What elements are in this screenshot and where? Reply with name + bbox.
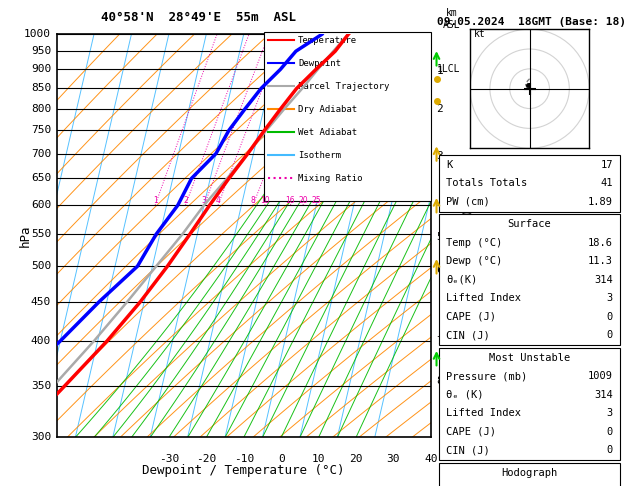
Text: 40: 40 (424, 454, 438, 464)
Text: Dewpoint: Dewpoint (298, 59, 341, 68)
Text: CIN (J): CIN (J) (447, 445, 490, 455)
Text: Dry Adiabat: Dry Adiabat (298, 104, 357, 114)
Text: 0: 0 (607, 330, 613, 340)
Text: 450: 450 (31, 296, 51, 307)
Text: θₑ(K): θₑ(K) (447, 275, 477, 285)
Text: Lifted Index: Lifted Index (447, 293, 521, 303)
Text: 350: 350 (31, 381, 51, 391)
Text: Dewpoint / Temperature (°C): Dewpoint / Temperature (°C) (143, 464, 345, 477)
Text: 10: 10 (312, 454, 325, 464)
Text: CIN (J): CIN (J) (447, 330, 490, 340)
Text: Dry Adiabat: Dry Adiabat (298, 104, 357, 114)
Bar (439, 155, 620, 212)
Text: Parcel Trajectory: Parcel Trajectory (298, 82, 389, 90)
Text: km
ASL: km ASL (443, 8, 460, 30)
Text: Hodograph: Hodograph (501, 468, 558, 478)
Text: 20: 20 (298, 196, 308, 205)
Text: 3: 3 (202, 196, 207, 205)
Text: K: K (447, 160, 452, 170)
Text: 600: 600 (31, 200, 51, 210)
Text: 650: 650 (31, 174, 51, 183)
Text: 16: 16 (286, 196, 295, 205)
Bar (439, 347, 620, 460)
Text: Mixing Ratio (g/kg): Mixing Ratio (g/kg) (464, 180, 473, 292)
Text: 30: 30 (387, 454, 400, 464)
Text: 0: 0 (607, 427, 613, 436)
Text: 900: 900 (31, 64, 51, 74)
Text: 500: 500 (31, 261, 51, 271)
Text: 314: 314 (594, 390, 613, 399)
Text: 09.05.2024  18GMT (Base: 18): 09.05.2024 18GMT (Base: 18) (437, 17, 626, 27)
Text: 1: 1 (153, 196, 157, 205)
Text: 3: 3 (437, 151, 443, 161)
Text: Wet Adiabat: Wet Adiabat (298, 127, 357, 137)
Text: CAPE (J): CAPE (J) (447, 312, 496, 322)
Text: 700: 700 (31, 149, 51, 158)
Text: 18.6: 18.6 (588, 238, 613, 248)
Text: 300: 300 (31, 433, 51, 442)
Text: Dewpoint: Dewpoint (298, 59, 341, 68)
Text: CAPE (J): CAPE (J) (447, 427, 496, 436)
Text: 0: 0 (607, 445, 613, 455)
Bar (439, 214, 620, 345)
Text: 1000: 1000 (24, 29, 51, 39)
Text: 20: 20 (349, 454, 363, 464)
Text: 2: 2 (437, 104, 443, 114)
Text: 950: 950 (31, 46, 51, 56)
Text: 800: 800 (31, 104, 51, 114)
FancyBboxPatch shape (264, 32, 431, 201)
Text: Wet Adiabat: Wet Adiabat (298, 127, 357, 137)
Text: 5: 5 (437, 232, 443, 243)
Text: Isotherm: Isotherm (298, 151, 341, 159)
Text: θₑ (K): θₑ (K) (447, 390, 484, 399)
Text: 25: 25 (311, 196, 321, 205)
Text: kt: kt (474, 29, 486, 39)
Text: 1009: 1009 (588, 371, 613, 381)
Text: 1.89: 1.89 (588, 197, 613, 207)
Text: Lifted Index: Lifted Index (447, 408, 521, 418)
Text: Temperature: Temperature (298, 35, 357, 45)
Text: 3: 3 (607, 408, 613, 418)
Text: 1: 1 (437, 66, 443, 76)
Text: 17: 17 (601, 160, 613, 170)
Text: Mixing Ratio: Mixing Ratio (298, 174, 362, 183)
Text: Temp (°C): Temp (°C) (447, 238, 503, 248)
Text: 850: 850 (31, 84, 51, 93)
Text: Most Unstable: Most Unstable (489, 353, 571, 363)
Text: Surface: Surface (508, 219, 552, 229)
Text: 6: 6 (437, 264, 443, 275)
Text: 4: 4 (216, 196, 221, 205)
Text: Dewp (°C): Dewp (°C) (447, 256, 503, 266)
Text: 8: 8 (437, 376, 443, 386)
Text: hPa: hPa (18, 225, 31, 247)
Text: Temperature: Temperature (298, 35, 357, 45)
Text: 10: 10 (260, 196, 270, 205)
Text: 3: 3 (607, 293, 613, 303)
Text: -10: -10 (233, 454, 254, 464)
Text: 750: 750 (31, 125, 51, 136)
Text: Mixing Ratio: Mixing Ratio (298, 174, 362, 183)
Text: 550: 550 (31, 229, 51, 239)
Text: Totals Totals: Totals Totals (447, 178, 528, 189)
Text: 11.3: 11.3 (588, 256, 613, 266)
Text: 4: 4 (437, 200, 443, 210)
Text: 0: 0 (607, 312, 613, 322)
Text: 1LCL: 1LCL (437, 64, 460, 74)
Text: 400: 400 (31, 336, 51, 346)
Text: 0: 0 (278, 454, 284, 464)
Text: 2: 2 (183, 196, 188, 205)
Text: 8: 8 (250, 196, 255, 205)
Text: 41: 41 (601, 178, 613, 189)
Text: 7: 7 (437, 336, 443, 346)
Text: Isotherm: Isotherm (298, 151, 341, 159)
Text: 314: 314 (594, 275, 613, 285)
Text: 40°58'N  28°49'E  55m  ASL: 40°58'N 28°49'E 55m ASL (101, 11, 296, 24)
Text: Parcel Trajectory: Parcel Trajectory (298, 82, 389, 90)
Text: Pressure (mb): Pressure (mb) (447, 371, 528, 381)
Text: PW (cm): PW (cm) (447, 197, 490, 207)
Text: -20: -20 (196, 454, 216, 464)
Text: -30: -30 (159, 454, 179, 464)
Bar (439, 463, 620, 486)
